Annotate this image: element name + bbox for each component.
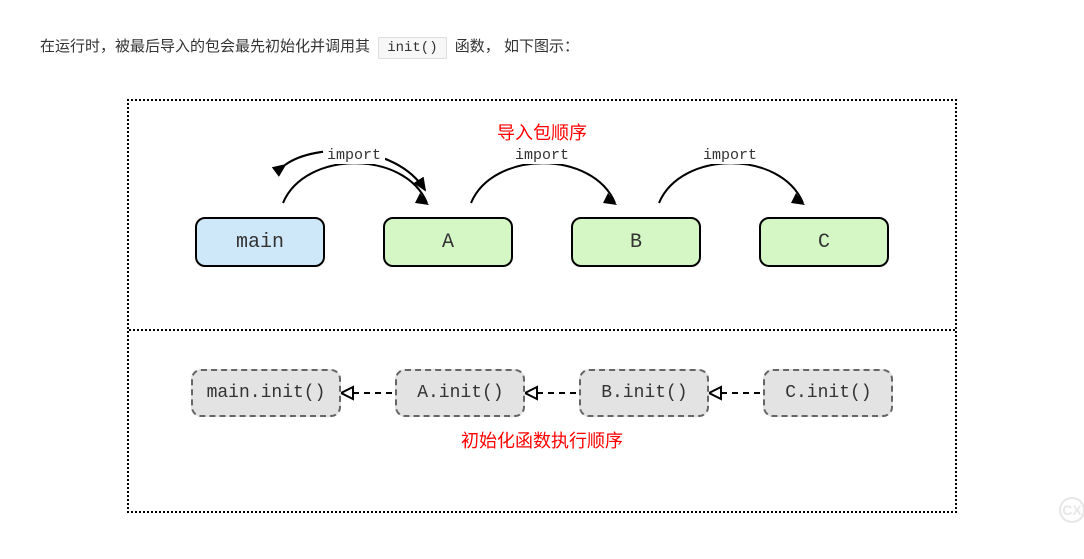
import-title: 导入包顺序 (129, 101, 955, 145)
left-arrow-1-icon (341, 383, 395, 403)
dgap-1 (341, 369, 395, 417)
gap-3: import (701, 217, 759, 267)
import-label-3: import (699, 147, 761, 164)
import-row: main (129, 217, 955, 267)
watermark-icon: CX (1059, 497, 1084, 523)
outer-container: 导入包顺序 main (127, 99, 957, 513)
box-a-label: A (442, 231, 454, 254)
box-main: main (195, 217, 325, 267)
dgap-2 (525, 369, 579, 417)
init-title: 初始化函数执行顺序 (129, 427, 955, 473)
box-b-label: B (630, 231, 642, 254)
box-c: C (759, 217, 889, 267)
intro-text: 在运行时，被最后导入的包会最先初始化并调用其 init() 函数， 如下图示： (40, 35, 1044, 59)
intro-suffix: 如下图示： (504, 38, 579, 55)
import-label-1: import (323, 147, 385, 164)
dgap-3 (709, 369, 763, 417)
dbox-c: C.init() (763, 369, 893, 417)
import-label-2: import (511, 147, 573, 164)
gap-2: import (513, 217, 571, 267)
left-arrow-2-icon (525, 383, 579, 403)
dbox-a-label: A.init() (417, 383, 503, 403)
left-arrow-3-icon (709, 383, 763, 403)
init-code: init() (378, 37, 446, 59)
dbox-b-label: B.init() (601, 383, 687, 403)
watermark: CX 创新互联 (1059, 497, 1084, 523)
dbox-c-label: C.init() (785, 383, 871, 403)
gap-1: import (325, 217, 383, 267)
intro-mid: 函数， (455, 38, 500, 55)
dbox-main: main.init() (191, 369, 342, 417)
intro-prefix: 在运行时，被最后导入的包会最先初始化并调用其 (40, 38, 370, 55)
dbox-a: A.init() (395, 369, 525, 417)
init-section: main.init() A.init() (129, 331, 955, 511)
watermark-icon-text: CX (1062, 502, 1081, 518)
init-row: main.init() A.init() (129, 331, 955, 427)
box-a: A (383, 217, 513, 267)
box-main-label: main (236, 231, 284, 254)
box-c-label: C (818, 231, 830, 254)
diagram: 导入包顺序 main (117, 99, 967, 513)
import-section: 导入包顺序 main (129, 101, 955, 331)
dbox-b: B.init() (579, 369, 709, 417)
dbox-main-label: main.init() (207, 383, 326, 403)
box-b: B (571, 217, 701, 267)
